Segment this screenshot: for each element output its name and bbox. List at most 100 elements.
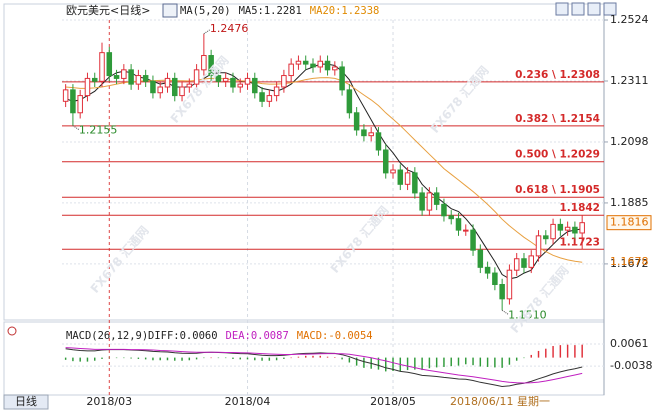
macd-bar xyxy=(290,357,292,359)
period-tab[interactable] xyxy=(3,394,49,410)
window-buttons xyxy=(555,2,617,16)
candle-body xyxy=(382,149,389,174)
y-tick-label: 1.1885 xyxy=(610,196,649,209)
candle-body xyxy=(91,77,98,82)
candle-body xyxy=(259,92,265,102)
stat-label: MA5:1.2281 xyxy=(239,5,302,17)
candle-body xyxy=(492,272,498,286)
macd-bar xyxy=(275,357,278,361)
button-shrink[interactable] xyxy=(587,2,601,16)
macd-bar xyxy=(385,357,387,372)
stat-label: DEA:0.0087 xyxy=(226,330,289,342)
level-label: 0.500 \ 1.2029 xyxy=(515,149,600,161)
macd-bar xyxy=(435,357,438,368)
macd-bar xyxy=(137,357,140,359)
candle-body xyxy=(193,69,200,85)
macd-bar xyxy=(355,357,358,366)
macd-bar xyxy=(174,357,176,361)
candle-body xyxy=(535,235,542,257)
candle-body xyxy=(513,258,520,271)
macd-title: MACD(26,12,9) xyxy=(66,330,148,342)
extreme-leader xyxy=(72,125,80,131)
candle-body xyxy=(572,226,578,234)
candle-body xyxy=(317,60,324,68)
settings-icon[interactable] xyxy=(7,326,17,336)
candle-body xyxy=(208,55,214,77)
candle-body xyxy=(484,266,491,274)
macd-bar xyxy=(414,357,416,370)
macd-bar xyxy=(486,357,489,367)
y-tick-label: 0.0061 xyxy=(610,337,649,350)
macd-bar xyxy=(203,357,205,359)
macd-bar xyxy=(224,357,227,359)
candle-body xyxy=(172,77,178,97)
button-close[interactable] xyxy=(603,2,617,16)
level-label: 1.1842 xyxy=(559,202,600,214)
macd-line xyxy=(65,348,583,388)
stat-label: DIFF:0.0060 xyxy=(148,330,218,342)
candle-body xyxy=(332,66,338,71)
macd-bar xyxy=(377,357,380,370)
candle-body xyxy=(412,172,418,194)
chart-title: 欧元美元<日线> xyxy=(66,3,150,17)
macd-bar xyxy=(457,357,460,366)
macd-line xyxy=(65,347,583,384)
macd-bar xyxy=(392,357,394,371)
extreme-label: 1.2155 xyxy=(79,124,118,137)
candle-body xyxy=(441,203,447,217)
candle-body xyxy=(506,269,513,300)
macd-bar xyxy=(195,357,198,360)
candle-body xyxy=(353,112,360,131)
candle-body xyxy=(288,63,294,77)
x-tick-label: 2018/05 xyxy=(370,395,416,408)
candle-body xyxy=(550,223,556,240)
extreme-label: 1.1510 xyxy=(508,308,547,321)
stat-label: MA(5,20) xyxy=(180,5,231,17)
macd-bar xyxy=(123,357,125,359)
extreme-label: 1.2476 xyxy=(210,22,249,35)
candle-body xyxy=(528,255,535,268)
candle-body xyxy=(448,215,454,220)
macd-bar xyxy=(515,357,518,361)
macd-bar xyxy=(152,357,154,361)
y-tick-label: 1.2098 xyxy=(610,135,649,148)
level-label: 1.1723 xyxy=(559,236,600,248)
candle-body xyxy=(455,218,462,231)
macd-bar xyxy=(254,357,256,361)
candle-body xyxy=(62,89,69,102)
macd-bar xyxy=(406,357,409,371)
macd-bar xyxy=(115,357,118,359)
candle-body xyxy=(230,77,236,88)
x-tick-label: 2018/03 xyxy=(86,395,132,408)
period-label: 日线 xyxy=(15,394,37,408)
macd-bar xyxy=(465,357,467,365)
candle-body xyxy=(375,132,382,151)
candle-body xyxy=(419,192,425,211)
candle-body xyxy=(113,75,120,79)
macd-bar xyxy=(181,357,183,361)
candle-body xyxy=(324,60,331,71)
candle-body xyxy=(390,169,396,174)
candle-body xyxy=(397,169,404,185)
stat-label: MA20:1.2338 xyxy=(310,5,380,17)
button-expand[interactable] xyxy=(571,2,585,16)
macd-bar xyxy=(450,357,452,367)
macd-bar xyxy=(297,356,300,358)
macd-bar xyxy=(210,357,212,359)
macd-bar xyxy=(494,357,496,368)
macd-bar xyxy=(428,357,431,369)
level-label: 0.618 \ 1.1905 xyxy=(515,184,600,196)
candle-body xyxy=(346,89,353,114)
candle-body xyxy=(70,89,76,114)
candle-body xyxy=(557,223,564,231)
macd-bar xyxy=(239,357,241,360)
candle-body xyxy=(157,86,163,94)
macd-bar xyxy=(79,357,81,362)
candle-body xyxy=(361,129,367,137)
candle-body xyxy=(84,77,91,97)
macd-bar xyxy=(508,357,511,365)
candle-body xyxy=(244,77,251,85)
candle-body xyxy=(302,60,309,65)
button-down[interactable] xyxy=(555,2,569,16)
